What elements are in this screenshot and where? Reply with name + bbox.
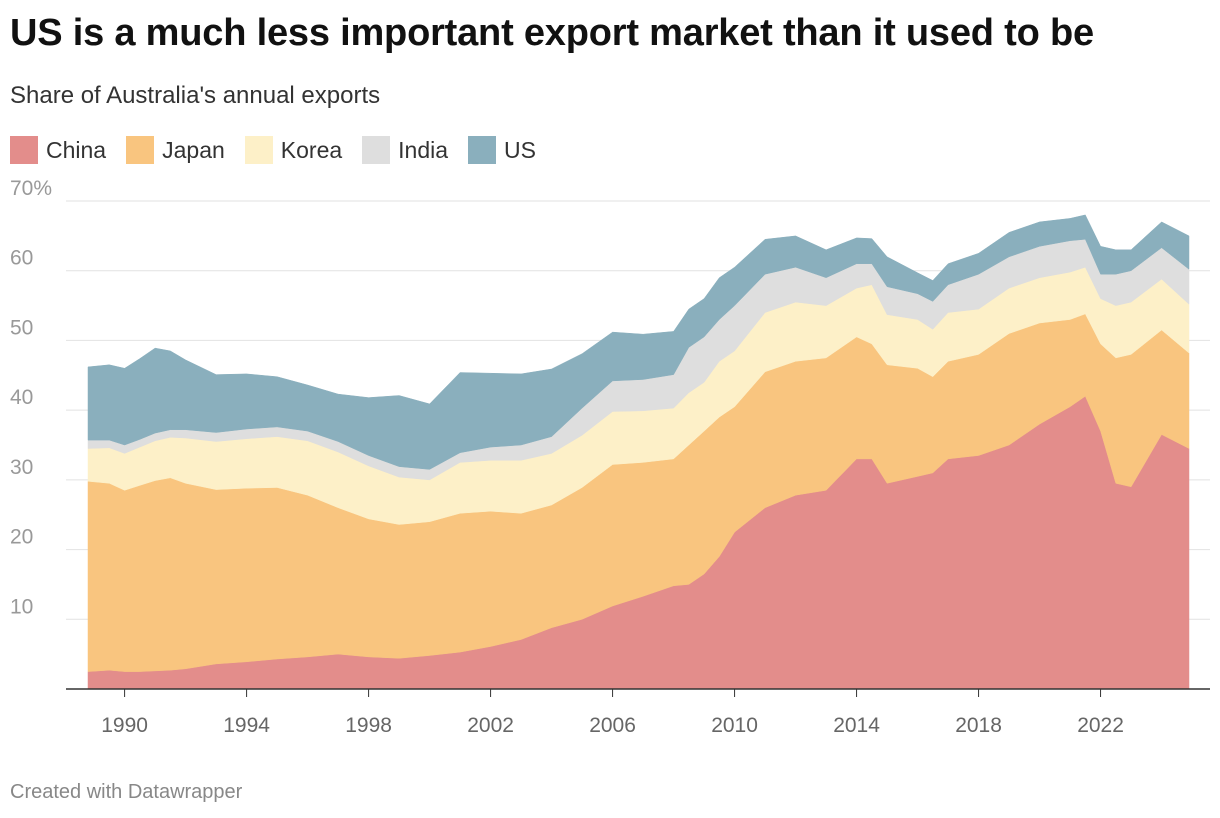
y-tick-label-60: 60 — [10, 247, 33, 270]
legend-item-korea: Korea — [244, 136, 343, 164]
chart-subtitle: Share of Australia's annual exports — [10, 82, 381, 109]
legend-label-korea: Korea — [280, 136, 343, 163]
chart-title: US is a much less important export marke… — [10, 12, 1094, 54]
x-tick-label-2002: 2002 — [467, 714, 514, 737]
legend-swatch-japan — [126, 136, 155, 164]
x-tick-label-2018: 2018 — [955, 714, 1002, 737]
y-tick-label-20: 20 — [10, 526, 33, 549]
legend-swatch-china — [10, 136, 38, 164]
legend-swatch-korea — [244, 136, 273, 164]
y-tick-label-10: 10 — [10, 595, 33, 618]
y-tick-label-50: 50 — [10, 316, 33, 339]
legend-label-india: India — [398, 136, 449, 163]
footer-credit: Created with Datawrapper — [10, 781, 243, 803]
legend-item-china: China — [10, 136, 106, 164]
x-tick-label-2022: 2022 — [1077, 714, 1124, 737]
legend-item-us: US — [468, 136, 536, 164]
y-tick-label-70: 70% — [10, 180, 52, 200]
x-tick-label-1990: 1990 — [101, 714, 148, 737]
area-layer — [87, 214, 1190, 690]
stacked-area-chart: 10 20 30 40 50 60 70% 1990 1994 1998 2002 2006 2010 2… — [10, 180, 1210, 737]
legend-label-japan: Japan — [162, 136, 225, 163]
area-series-us — [87, 214, 1190, 470]
y-tick-label-30: 30 — [10, 456, 33, 479]
legend-swatch-us — [468, 136, 497, 164]
legend-item-japan: Japan — [126, 136, 225, 164]
y-tick-label-40: 40 — [10, 386, 33, 409]
x-tick-label-1998: 1998 — [345, 714, 392, 737]
x-tick-label-2006: 2006 — [589, 714, 636, 737]
legend-item-india: India — [362, 136, 448, 164]
axes: 10 20 30 40 50 60 70% 1990 1994 1998 2002 2006 2010 2… — [10, 180, 1210, 737]
x-tick-label-2014: 2014 — [833, 714, 880, 737]
x-tick-label-1994: 1994 — [223, 714, 270, 737]
legend-swatch-india — [362, 136, 391, 164]
chart-legend: China Japan Korea India US — [10, 136, 556, 164]
legend-label-china: China — [46, 136, 107, 163]
legend-label-us: US — [504, 136, 536, 163]
x-tick-label-2010: 2010 — [711, 714, 758, 737]
